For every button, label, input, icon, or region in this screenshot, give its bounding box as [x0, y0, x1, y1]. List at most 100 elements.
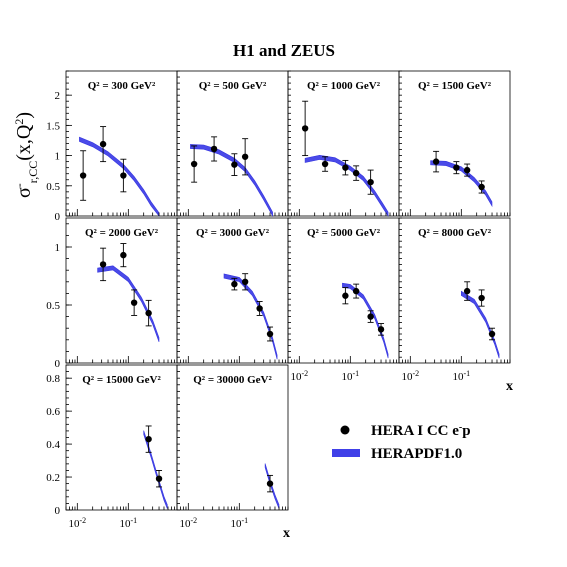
y-tick-label: 0.4	[46, 439, 60, 451]
panel-q2-label: Q² = 15000 GeV²	[82, 374, 161, 386]
y-tick-label: 1.5	[46, 120, 60, 132]
panel-q2-label: Q² = 5000 GeV²	[307, 227, 381, 239]
data-point	[120, 172, 127, 179]
fit-band	[461, 290, 500, 359]
panel-q2-label: Q² = 8000 GeV²	[418, 227, 492, 239]
data-point	[256, 305, 263, 312]
panel-q2-label: Q² = 2000 GeV²	[85, 227, 159, 239]
data-point	[367, 313, 374, 320]
x-tick-exponent: -2	[190, 516, 197, 525]
panel-7: Q² = 8000 GeV² 10-2 10-1	[398, 217, 511, 383]
y-tick-label: 0.2	[46, 472, 60, 484]
x-tick-exponent: -2	[412, 369, 419, 378]
panel-frame	[287, 70, 400, 217]
y-tick-label: 0	[55, 505, 61, 517]
x-tick-exponent: -1	[241, 516, 248, 525]
y-tick-label: 0	[55, 211, 61, 223]
x-tick-exponent: -2	[79, 516, 86, 525]
panel-q2-label: Q² = 1500 GeV²	[418, 80, 492, 92]
fit-band	[430, 160, 493, 208]
x-tick-label: 10-1	[230, 516, 248, 531]
x-tick-label: 10-2	[68, 516, 86, 531]
x-tick-label: 10-1	[341, 369, 359, 384]
chart-title: H1 and ZEUS	[233, 41, 335, 60]
panel-frame	[65, 217, 178, 364]
y-tick-label: 2	[55, 90, 61, 102]
x-tick-label: 10-2	[290, 369, 308, 384]
panel-q2-label: Q² = 3000 GeV²	[196, 227, 270, 239]
y-tick-label: 0.5	[46, 300, 60, 312]
legend-data-marker	[340, 425, 350, 435]
x-tick-exponent: -1	[352, 369, 359, 378]
data-point	[241, 278, 249, 285]
panel-2: Q² = 1000 GeV²	[287, 70, 400, 218]
data-point	[478, 294, 485, 302]
x-tick-exponent: -2	[301, 369, 308, 378]
data-point	[367, 178, 374, 186]
panel-q2-label: Q² = 300 GeV²	[88, 80, 156, 92]
data-point	[352, 169, 360, 177]
data-point	[231, 161, 238, 168]
data-point	[210, 145, 218, 153]
y-axis-label: σ-r,CC(x,Q2)	[12, 112, 40, 198]
data-point	[301, 125, 309, 132]
y-tick-label: 1	[55, 151, 61, 163]
data-point	[488, 330, 496, 338]
data-point	[190, 160, 198, 168]
panel-frame	[398, 70, 511, 217]
panel-3: Q² = 1500 GeV²	[398, 70, 511, 217]
data-point	[432, 158, 440, 165]
y-tick-label: 0.5	[46, 181, 60, 193]
y-tick-label: 1	[55, 242, 61, 254]
panel-1: Q² = 500 GeV²	[176, 70, 289, 218]
data-point	[377, 326, 385, 333]
data-point	[342, 164, 349, 171]
fit-band	[190, 144, 273, 218]
data-point	[453, 164, 460, 171]
fit-band	[223, 273, 278, 360]
fit-band	[79, 136, 160, 217]
fit-band	[97, 265, 160, 343]
fit-band	[304, 154, 389, 218]
legend-fit-label: HERAPDF1.0	[371, 446, 462, 462]
panel-q2-label: Q² = 500 GeV²	[199, 80, 267, 92]
legend-data-label: HERA I CC e-p	[371, 422, 471, 440]
data-point	[478, 183, 485, 191]
data-point	[241, 153, 249, 160]
legend-fit-swatch	[332, 449, 360, 457]
panel-frame	[176, 70, 289, 217]
panel-5: Q² = 3000 GeV²	[176, 217, 289, 364]
legend: HERA I CC e-p HERAPDF1.0	[332, 422, 471, 462]
fit-band	[342, 282, 389, 359]
x-tick-label: 10-1	[119, 516, 137, 531]
data-point	[463, 287, 471, 295]
panel-q2-label: Q² = 1000 GeV²	[307, 80, 381, 92]
data-point	[120, 251, 127, 259]
data-point	[155, 475, 163, 482]
data-point	[79, 172, 87, 179]
data-point	[321, 160, 329, 168]
x-axis-label-upper: x	[506, 379, 513, 394]
x-tick-exponent: -1	[130, 516, 137, 525]
panel-frame	[65, 70, 178, 217]
x-tick-exponent: -1	[463, 369, 470, 378]
panel-frame	[398, 217, 511, 364]
data-point	[266, 330, 274, 338]
panel-frame	[287, 217, 400, 364]
data-point	[342, 292, 349, 299]
data-point	[99, 261, 107, 268]
panel-6: Q² = 5000 GeV² 10-2 10-1	[287, 217, 400, 384]
panel-4: 0 0.5 1 Q² = 2000 GeV²	[46, 217, 178, 370]
y-tick-label: 0.6	[46, 406, 60, 418]
data-point	[130, 299, 138, 306]
data-point	[231, 280, 238, 288]
fit-band	[143, 430, 168, 509]
panels-group: 0 0.5 1 1.5 2 Q² = 300 GeV² Q² = 500 GeV² Q² = …	[46, 70, 511, 531]
panel-8: 0 0.2 0.4 0.6 0.8 Q² = 15000 GeV² 10-2 10-1	[46, 364, 178, 531]
panel-q2-label: Q² = 30000 GeV²	[193, 374, 272, 386]
x-tick-label: 10-2	[179, 516, 197, 531]
data-point	[352, 287, 360, 295]
data-point	[99, 140, 107, 148]
y-tick-label: 0.8	[46, 373, 60, 385]
